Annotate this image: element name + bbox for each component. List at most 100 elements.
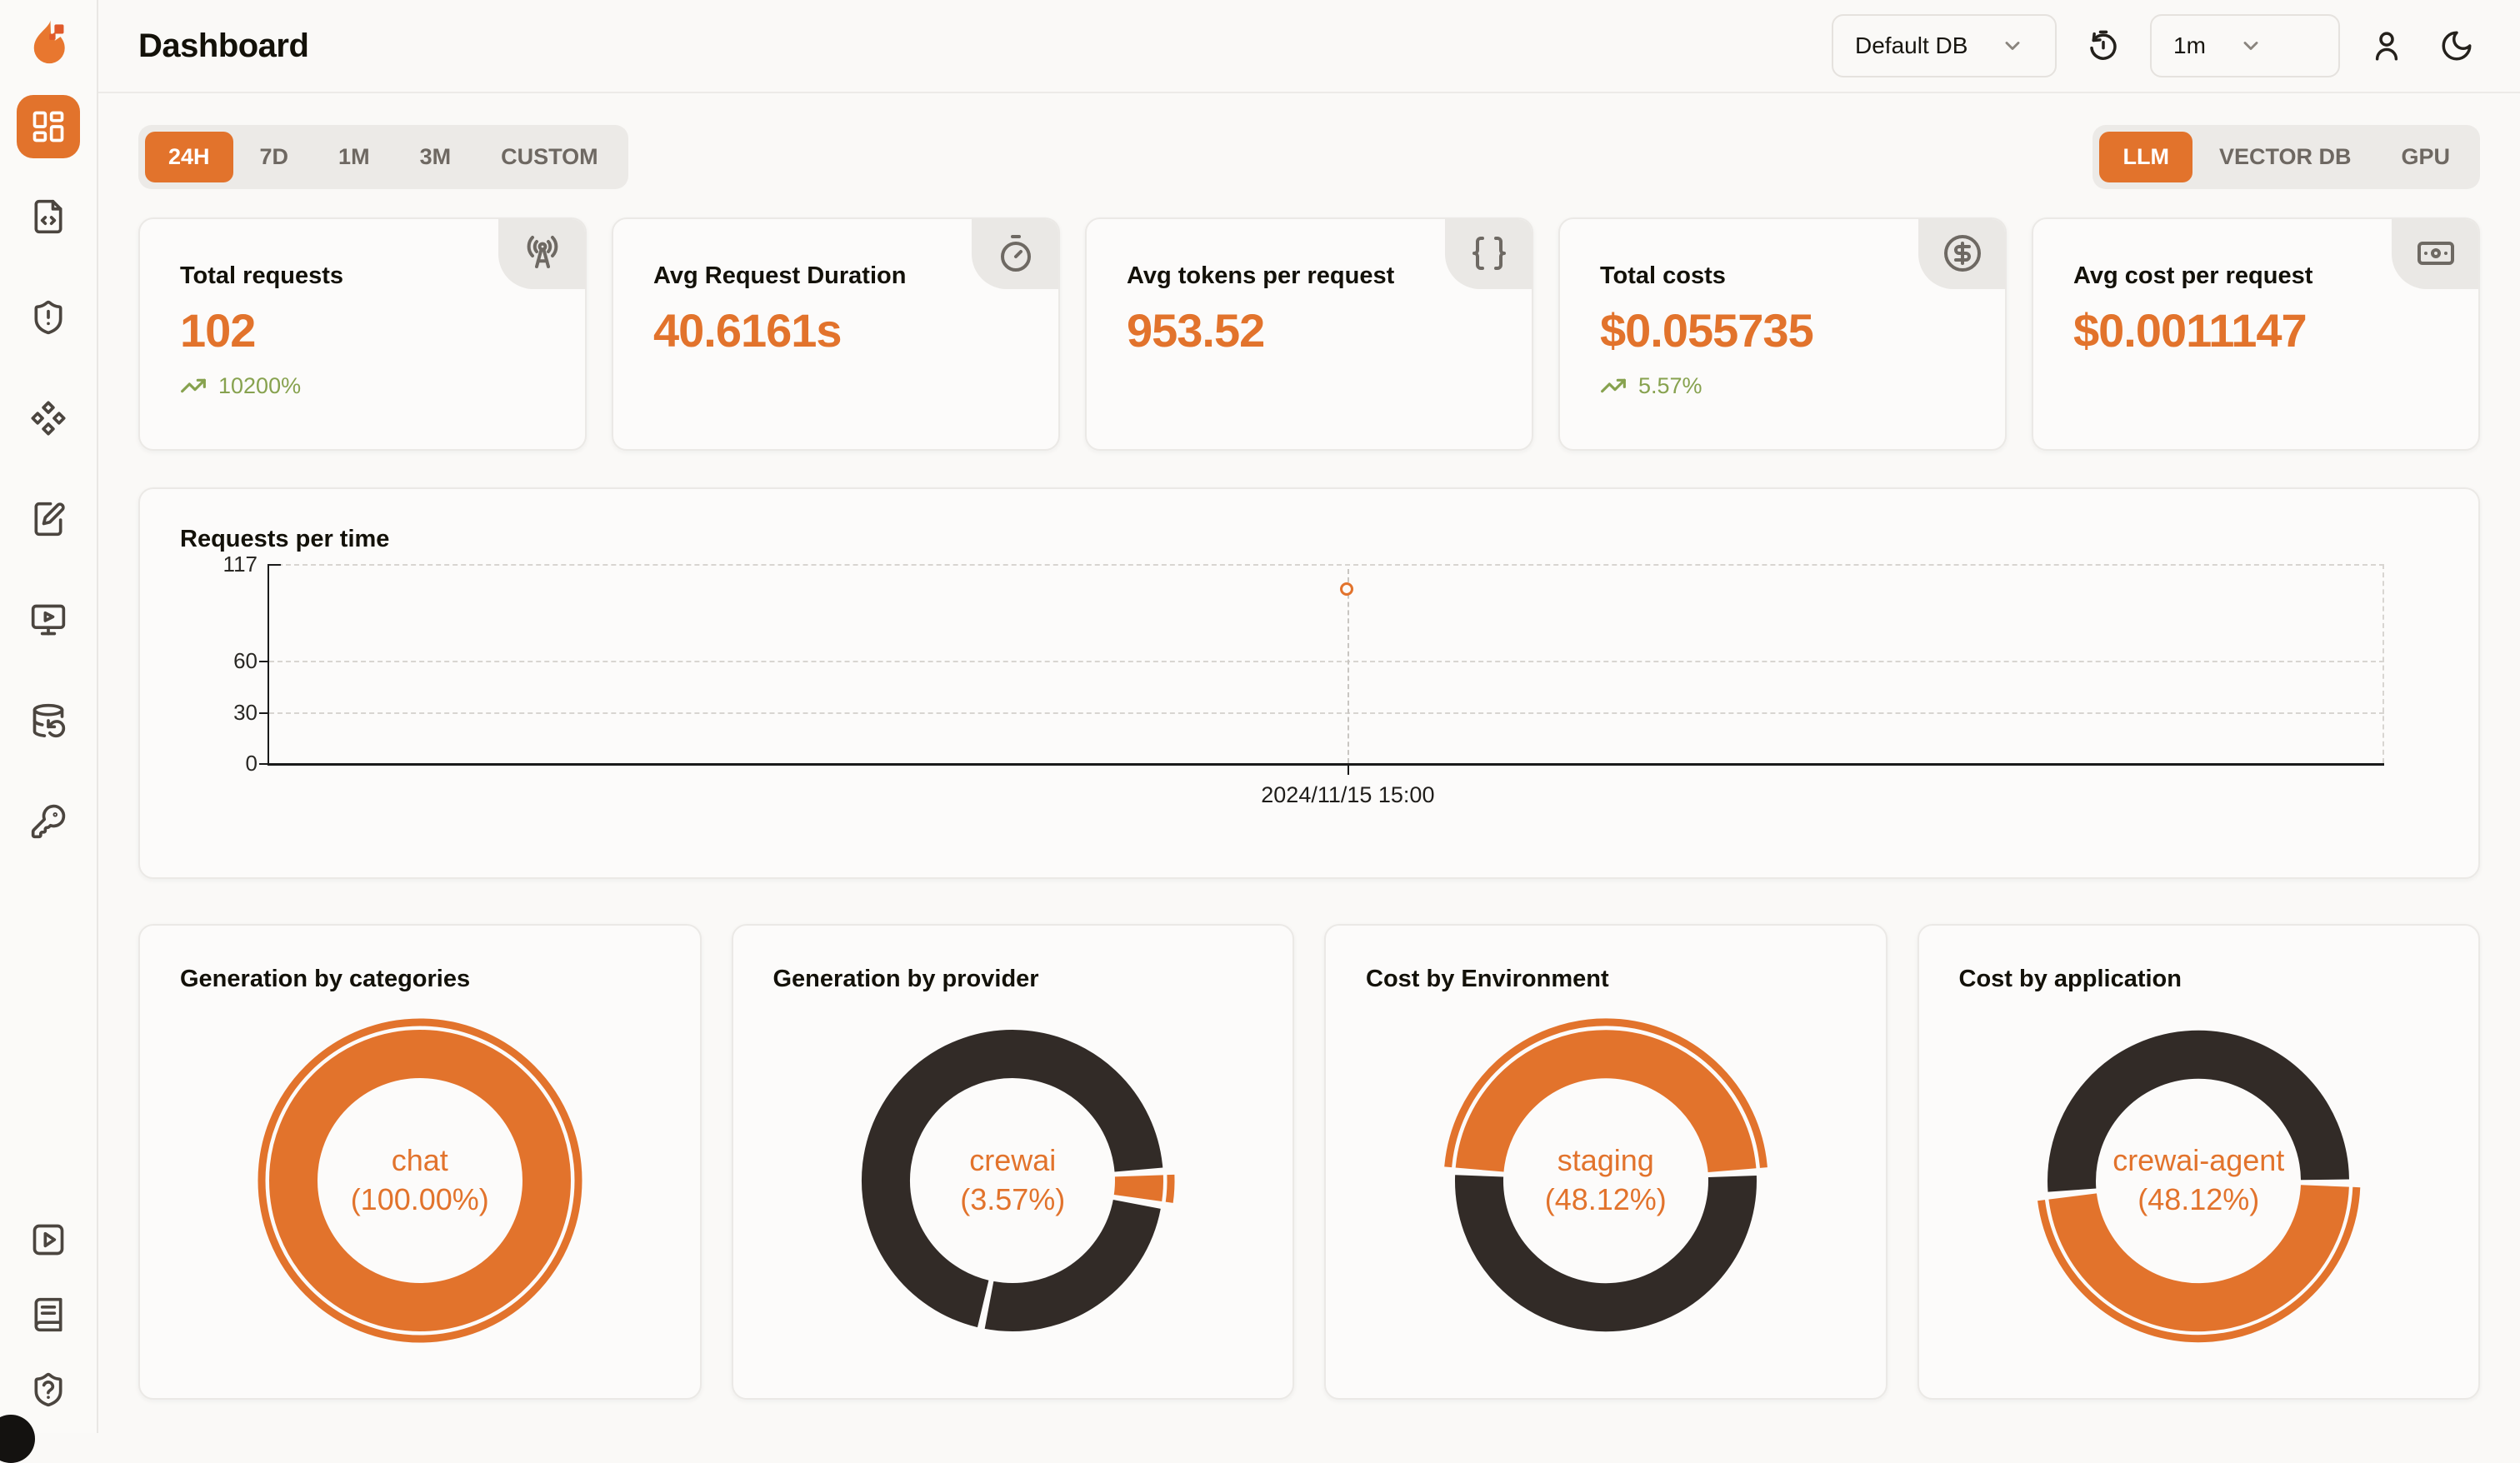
stat-label: Total costs [1600, 262, 1965, 290]
category-tab-gpu[interactable]: GPU [2378, 132, 2473, 182]
donut-card-generation-by-provider: Generation by provider crewai (3.57%) [732, 924, 1295, 1400]
history-button[interactable] [2080, 22, 2127, 69]
donut-highlight-arc [1169, 1175, 1171, 1202]
interval-select[interactable]: 1m [2150, 14, 2340, 77]
stat-trend: 5.57% [1600, 372, 1965, 399]
sidebar-item-support[interactable] [17, 1358, 80, 1421]
stat-card-icon-badge [1445, 217, 1533, 289]
dark-mode-toggle[interactable] [2433, 22, 2480, 69]
component-diamonds-icon [30, 400, 67, 437]
database-backup-icon [30, 702, 67, 739]
circle-dollar-icon [1942, 233, 1982, 273]
sidebar-bottom-group [17, 1208, 80, 1433]
stat-label: Avg cost per request [2073, 262, 2438, 290]
donut-chart-environment[interactable]: staging (48.12%) [1439, 1014, 1772, 1347]
app-logo-flame-icon [23, 18, 73, 72]
gridline-y-30 [269, 712, 2384, 714]
donut-center-label: crewai-agent (48.12%) [2082, 1141, 2315, 1220]
interval-select-value: 1m [2173, 32, 2206, 59]
donut-card-cost-by-application: Cost by application crewai-agent (48.12%… [1918, 924, 2481, 1400]
trending-up-icon [180, 372, 207, 399]
y-axis-tick-mark [259, 712, 269, 714]
plot-right-border [2382, 564, 2384, 763]
trending-up-icon [1600, 372, 1627, 399]
donut-center-label: staging (48.12%) [1489, 1141, 1722, 1220]
donut-center-label: crewai (3.57%) [896, 1141, 1129, 1220]
sidebar-item-dashboard[interactable] [17, 95, 80, 158]
category-tab-llm[interactable]: LLM [2099, 132, 2192, 182]
time-range-tab-7d[interactable]: 7D [237, 132, 312, 182]
stat-card-icon-badge [1918, 217, 2007, 289]
y-axis-tick-label: 30 [186, 700, 258, 726]
stat-trend: 10200% [180, 372, 545, 399]
donut-slice-segment[interactable] [989, 1204, 1137, 1307]
sidebar-item-api-keys[interactable] [17, 790, 80, 853]
stat-card-avg-cost: Avg cost per request $0.0011147 [2032, 217, 2480, 451]
time-range-tab-custom[interactable]: CUSTOM [478, 132, 622, 182]
header-controls: Default DB 1m [1832, 14, 2480, 77]
timer-icon [996, 233, 1036, 273]
donut-chart-provider[interactable]: crewai (3.57%) [846, 1014, 1179, 1347]
moon-icon [2439, 28, 2474, 63]
trend-text: 10200% [218, 373, 301, 399]
radio-tower-icon [522, 233, 562, 273]
chevron-down-icon [2001, 34, 2024, 57]
layout-dashboard-icon [30, 108, 67, 145]
stat-value: $0.0011147 [2073, 303, 2438, 357]
sidebar-item-docs[interactable] [17, 1283, 80, 1346]
donut-slice-crewai[interactable] [1138, 1176, 1139, 1198]
key-icon [30, 803, 67, 840]
donut-card-generation-by-categories: Generation by categories chat (100.00%) [138, 924, 702, 1400]
stat-card-avg-tokens: Avg tokens per request 953.52 [1085, 217, 1533, 451]
sidebar-item-notebook-pen[interactable] [17, 487, 80, 551]
x-axis-tick-label: 2024/11/15 15:00 [1261, 782, 1434, 808]
sidebar-item-shield-alert[interactable] [17, 286, 80, 349]
time-range-tab-1m[interactable]: 1M [315, 132, 393, 182]
stat-label: Avg tokens per request [1127, 262, 1492, 290]
y-axis-tick-label: 117 [186, 552, 258, 577]
sidebar-item-file-code[interactable] [17, 185, 80, 248]
braces-icon [1469, 233, 1509, 273]
database-select-value: Default DB [1855, 32, 1968, 59]
trend-text: 5.57% [1638, 373, 1702, 399]
x-axis-tick-mark [1348, 763, 1349, 775]
category-tab-vector-db[interactable]: VECTOR DB [2196, 132, 2375, 182]
gridline-y-60 [269, 661, 2384, 662]
hover-crosshair-line [1348, 569, 1349, 763]
sidebar [0, 0, 98, 1433]
database-select[interactable]: Default DB [1832, 14, 2057, 77]
page-title: Dashboard [138, 27, 308, 65]
x-axis [268, 763, 2384, 766]
header: Dashboard Default DB 1m [98, 0, 2520, 93]
donut-chart-categories[interactable]: chat (100.00%) [253, 1014, 587, 1347]
time-range-tab-3m[interactable]: 3M [397, 132, 475, 182]
y-axis-tick-mark [269, 564, 281, 566]
user-button[interactable] [2363, 22, 2410, 69]
y-axis-tick-label: 0 [186, 751, 258, 776]
chart-title: Requests per time [180, 526, 389, 553]
stat-card-icon-badge [498, 217, 587, 289]
gridline-y-117 [269, 564, 2384, 566]
sidebar-item-tutorials[interactable] [17, 1208, 80, 1271]
stat-value: 953.52 [1127, 303, 1492, 357]
stat-label: Avg Request Duration [653, 262, 1018, 290]
data-point-102[interactable] [1340, 582, 1353, 596]
donut-chart-application[interactable]: crewai-agent (48.12%) [2032, 1014, 2365, 1347]
sidebar-top-group [17, 95, 80, 891]
book-icon [30, 1296, 67, 1333]
sidebar-item-monitor-play[interactable] [17, 588, 80, 652]
shield-alert-icon [30, 299, 67, 336]
stat-value: $0.055735 [1600, 303, 1965, 357]
sidebar-item-database-backup[interactable] [17, 689, 80, 752]
chevron-down-icon [2239, 34, 2262, 57]
donut-title: Cost by application [1959, 966, 2182, 993]
timer-reset-icon [2086, 28, 2121, 63]
time-range-tab-24h[interactable]: 24H [145, 132, 233, 182]
sidebar-item-components[interactable] [17, 387, 80, 450]
donut-cards-row: Generation by categories chat (100.00%) … [138, 924, 2480, 1400]
